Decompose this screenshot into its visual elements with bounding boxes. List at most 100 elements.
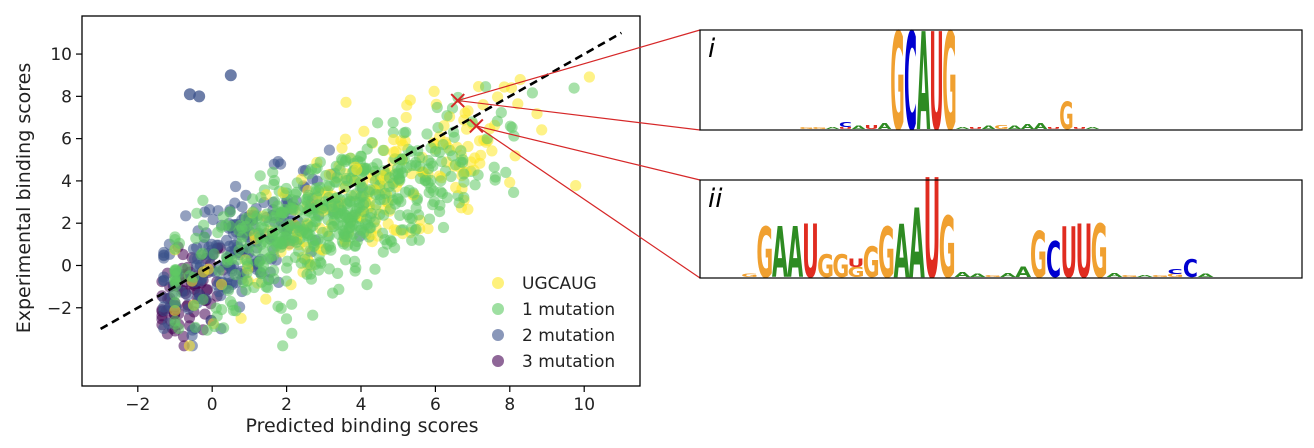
data-point bbox=[275, 158, 287, 170]
data-point bbox=[277, 340, 289, 352]
outlier-point bbox=[193, 90, 206, 103]
data-point bbox=[400, 111, 412, 124]
logo-letter: G bbox=[863, 238, 880, 288]
logo-letter: U bbox=[802, 209, 819, 295]
y-tick-label: 8 bbox=[61, 87, 72, 107]
data-point bbox=[323, 263, 335, 275]
y-axis-label: Experimental binding scores bbox=[13, 63, 35, 334]
data-point bbox=[180, 210, 192, 222]
data-point bbox=[271, 200, 284, 212]
logo-letter: G bbox=[1167, 273, 1184, 278]
data-point bbox=[272, 300, 284, 312]
data-point bbox=[284, 235, 296, 247]
data-point bbox=[208, 248, 220, 260]
logo-letter: U bbox=[1060, 213, 1077, 294]
data-point bbox=[348, 175, 361, 187]
data-point bbox=[428, 196, 440, 208]
logo-letter: C bbox=[1046, 231, 1061, 288]
x-tick-label: 2 bbox=[281, 395, 292, 415]
data-point bbox=[506, 121, 518, 134]
data-point bbox=[425, 142, 437, 154]
data-point bbox=[260, 293, 272, 305]
data-point bbox=[211, 310, 223, 322]
data-point bbox=[197, 194, 209, 206]
logo-letter: A bbox=[1034, 122, 1048, 132]
data-point bbox=[492, 91, 504, 103]
logo-letter: A bbox=[909, 190, 925, 301]
data-point bbox=[351, 203, 363, 215]
data-point bbox=[207, 214, 219, 226]
data-point bbox=[449, 159, 462, 171]
data-point bbox=[509, 150, 521, 162]
data-point bbox=[259, 215, 271, 227]
data-point bbox=[169, 234, 181, 246]
data-point bbox=[504, 176, 516, 188]
logo-letter: U bbox=[848, 257, 865, 270]
data-point bbox=[488, 161, 500, 173]
data-point bbox=[346, 221, 358, 233]
data-point bbox=[197, 294, 209, 306]
data-point bbox=[388, 134, 400, 146]
data-point bbox=[255, 268, 267, 280]
data-point bbox=[491, 115, 503, 127]
ticks-layer: −2 0 2 4 6 8 10 −2 0 2 4 6 8 10 bbox=[47, 45, 595, 415]
data-point bbox=[169, 318, 181, 330]
connector-line bbox=[476, 125, 701, 181]
data-point bbox=[187, 243, 200, 255]
data-point bbox=[436, 155, 448, 168]
data-point bbox=[229, 269, 241, 281]
data-point bbox=[183, 312, 196, 324]
logo-letter: A bbox=[772, 213, 788, 294]
data-point bbox=[452, 91, 464, 104]
logo-letter: U bbox=[864, 124, 878, 130]
data-point bbox=[472, 169, 484, 181]
logo-letter: A bbox=[894, 209, 910, 295]
data-point bbox=[299, 253, 311, 265]
logo-letter: U bbox=[924, 151, 941, 310]
logo-letter: C bbox=[904, 4, 917, 161]
connector-lines bbox=[457, 29, 701, 279]
data-point bbox=[320, 243, 332, 255]
logo-letter: G bbox=[939, 200, 956, 298]
data-point bbox=[203, 204, 216, 216]
logo-letter: U bbox=[1046, 126, 1060, 129]
data-point bbox=[286, 298, 298, 310]
y-tick-label: −2 bbox=[47, 299, 72, 319]
logo-panel-i: GG A UC A U A G C A UG A U AGA A A UGU Ai bbox=[699, 4, 1303, 161]
fit-line bbox=[99, 31, 623, 331]
data-point bbox=[445, 170, 457, 183]
data-point bbox=[361, 143, 373, 155]
data-point bbox=[512, 98, 524, 110]
data-point bbox=[247, 193, 259, 205]
data-point bbox=[475, 149, 487, 161]
logo-letter: A bbox=[826, 126, 840, 129]
data-point bbox=[268, 264, 280, 276]
data-point bbox=[195, 249, 207, 261]
data-point bbox=[241, 258, 254, 270]
data-point bbox=[310, 182, 322, 195]
data-point bbox=[435, 175, 447, 187]
data-point bbox=[281, 255, 293, 267]
data-point bbox=[388, 146, 400, 158]
logo-letter: A bbox=[1021, 123, 1035, 131]
data-point bbox=[286, 327, 298, 339]
data-point bbox=[377, 144, 389, 156]
data-point bbox=[234, 219, 246, 231]
data-point bbox=[158, 275, 170, 287]
data-point bbox=[432, 122, 444, 134]
logo-letter: G bbox=[756, 213, 773, 294]
data-point bbox=[340, 96, 352, 108]
data-point bbox=[480, 81, 492, 93]
data-point bbox=[190, 232, 202, 244]
logo-letter: G bbox=[942, 4, 956, 161]
data-point bbox=[248, 281, 260, 294]
data-point bbox=[191, 207, 203, 219]
data-point bbox=[291, 177, 303, 189]
data-point bbox=[374, 208, 386, 220]
data-point bbox=[329, 176, 341, 188]
data-point bbox=[413, 234, 425, 246]
logo-letter: A bbox=[1198, 273, 1215, 278]
data-point bbox=[169, 305, 181, 317]
